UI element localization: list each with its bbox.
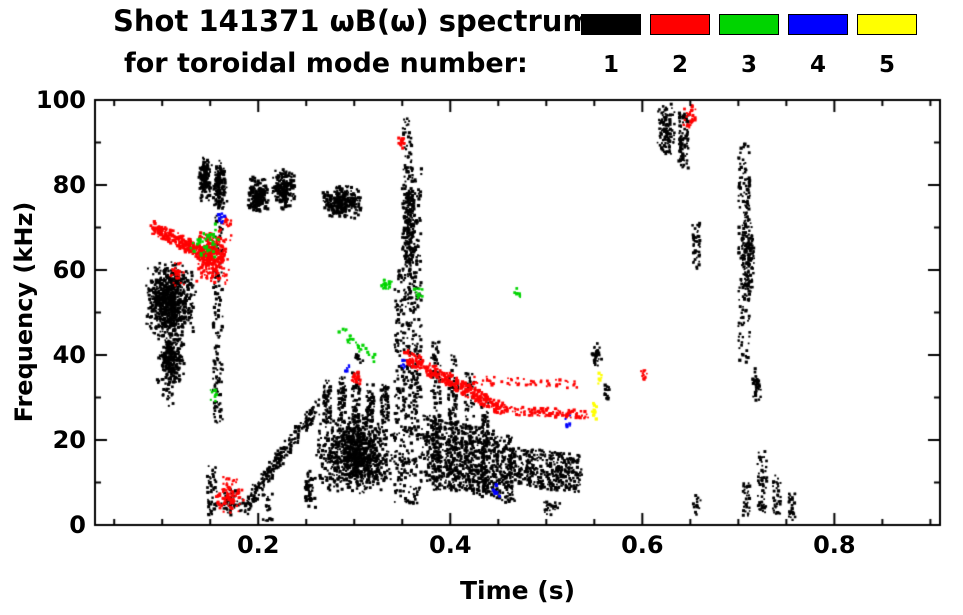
y-axis-label: Frequency (kHz) bbox=[10, 201, 38, 423]
legend-mode-2-label: 2 bbox=[671, 52, 688, 78]
legend-mode-3-label: 3 bbox=[740, 52, 757, 78]
legend-mode-numbers: 1 2 3 4 5 bbox=[581, 52, 917, 78]
y-tick-label: 60 bbox=[52, 256, 86, 284]
y-tick-label: 0 bbox=[69, 511, 86, 539]
y-tick-label: 100 bbox=[35, 86, 86, 114]
x-tick-label: 0.4 bbox=[429, 531, 472, 559]
y-tick-label: 20 bbox=[52, 426, 86, 454]
legend-swatch-mode-4 bbox=[788, 14, 848, 35]
legend-swatch-mode-1 bbox=[581, 14, 641, 35]
x-tick-label: 0.6 bbox=[621, 531, 664, 559]
legend-swatch-mode-2 bbox=[650, 14, 710, 35]
x-tick-label: 0.2 bbox=[236, 531, 280, 559]
figure-subtitle: for toroidal mode number: bbox=[124, 48, 528, 79]
figure-title: Shot 141371 ωB(ω) spectrum bbox=[113, 4, 593, 38]
y-tick-label: 40 bbox=[52, 341, 86, 369]
legend-mode-1-label: 1 bbox=[602, 52, 619, 78]
legend-mode-4-label: 4 bbox=[809, 52, 826, 78]
y-tick-label: 80 bbox=[52, 171, 86, 199]
x-tick-label: 0.8 bbox=[813, 531, 856, 559]
x-axis-label: Time (s) bbox=[459, 576, 576, 605]
legend-swatch-mode-5 bbox=[857, 14, 917, 35]
legend-swatches bbox=[581, 14, 917, 35]
legend-mode-5-label: 5 bbox=[878, 52, 895, 78]
legend-swatch-mode-3 bbox=[719, 14, 779, 35]
